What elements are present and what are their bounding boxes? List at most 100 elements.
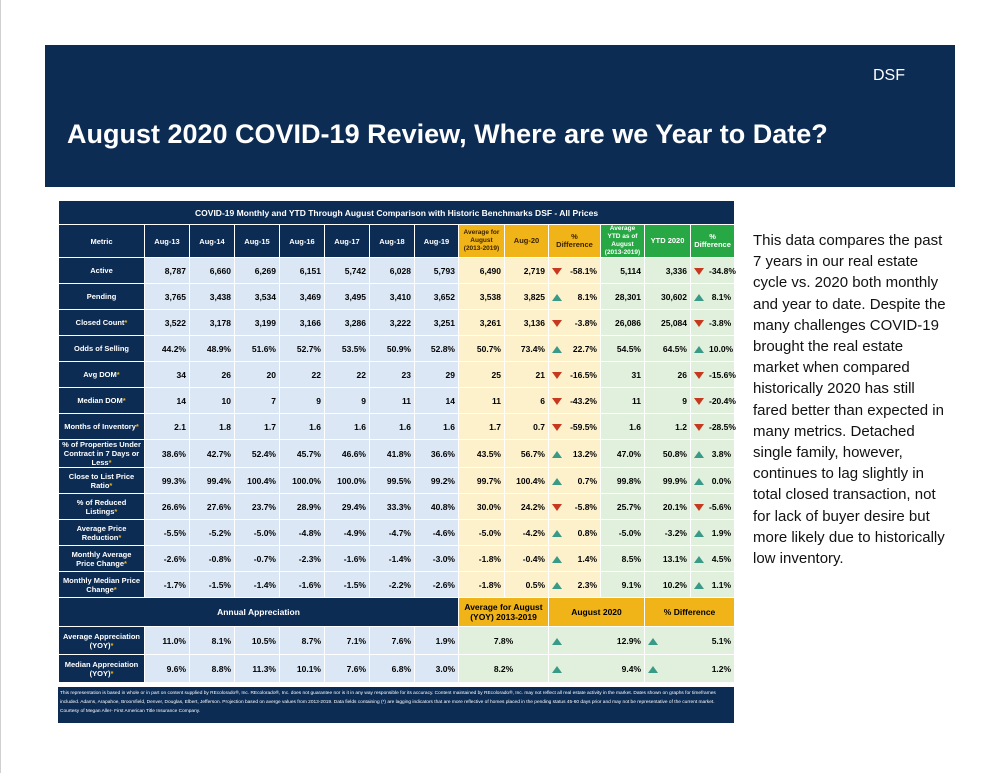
difference-value: 10.0% — [709, 343, 734, 354]
pct-difference-cell: -43.2% — [548, 387, 601, 414]
historic-value: 40.8% — [414, 493, 459, 520]
historic-value: 52.8% — [414, 335, 459, 362]
appreciation-row: Average Appreciation (YOY)* 11.0% 8.1% 10.5… — [58, 626, 736, 655]
historic-value: 3,522 — [144, 309, 190, 336]
historic-value: 3,495 — [324, 283, 370, 310]
historic-appreciation: 6.8% — [369, 654, 415, 683]
difference-value: 2.3% — [577, 579, 597, 590]
historic-value: 8,787 — [144, 257, 190, 284]
difference-value: 1.2% — [711, 663, 732, 674]
historic-value: 6,151 — [279, 257, 325, 284]
aug20-value: -0.4% — [504, 545, 549, 572]
avg-august-value: 43.5% — [458, 439, 505, 468]
historic-value: -5.2% — [189, 519, 235, 546]
historic-value: 27.6% — [189, 493, 235, 520]
historic-value: -1.5% — [189, 571, 235, 598]
difference-value: 5.1% — [711, 635, 732, 646]
arrow-up-icon — [694, 530, 704, 537]
arrow-up-icon — [552, 582, 562, 589]
historic-value: 1.8 — [189, 413, 235, 440]
aug20-value: 100.4% — [504, 467, 549, 494]
pct-difference-ytd-cell: -34.8% — [689, 257, 736, 284]
historic-value: 99.3% — [144, 467, 190, 494]
col-aug20: Aug-20 — [504, 224, 549, 258]
difference-value: -58.1% — [570, 265, 597, 276]
arrow-down-icon — [694, 268, 704, 275]
pct-difference-ytd-cell: -3.8% — [689, 309, 736, 336]
page-edge — [0, 0, 1, 773]
avg-august-value: 25 — [458, 361, 505, 388]
difference-value: -59.5% — [570, 421, 597, 432]
historic-value: 48.9% — [189, 335, 235, 362]
historic-value: 51.6% — [234, 335, 280, 362]
aug20-value: 0.5% — [504, 571, 549, 598]
table-row: Avg DOM* 34 26 20 22 22 23 29 25 21 -16.5% 31 26 -15.… — [58, 361, 736, 388]
table-row: Median DOM* 14 10 7 9 9 11 14 11 6 -43.2% 11 9 -20.4% — [58, 387, 736, 414]
metric-name: Median Appreciation (YOY) — [64, 659, 139, 678]
historic-value: 1.6 — [324, 413, 370, 440]
historic-value: -5.0% — [234, 519, 280, 546]
table-row: Active 8,787 6,660 6,269 6,151 5,742 6,028 5,79… — [58, 257, 736, 284]
historic-value: 1.7 — [234, 413, 280, 440]
arrow-down-icon — [694, 320, 704, 327]
avg-august-value: 30.0% — [458, 493, 505, 520]
historic-value: 23 — [369, 361, 415, 388]
arrow-down-icon — [694, 372, 704, 379]
historic-value: -1.6% — [324, 545, 370, 572]
lagging-indicator-star: * — [124, 558, 127, 568]
annual-header-row: Annual Appreciation Average for August (Y… — [58, 597, 736, 627]
avg-ytd-value: 26,086 — [600, 309, 645, 336]
historic-value: 3,166 — [279, 309, 325, 336]
pct-difference-cell: 0.7% — [548, 467, 601, 494]
avg-ytd-value: 28,301 — [600, 283, 645, 310]
col-avg-ytd: Average YTD as of August (2013-2019) — [600, 224, 645, 258]
annual-diff-header: % Difference — [643, 597, 736, 627]
historic-value: -1.4% — [369, 545, 415, 572]
historic-value: 22 — [279, 361, 325, 388]
avg-august-value: 99.7% — [458, 467, 505, 494]
aug20-value: 6 — [504, 387, 549, 414]
historic-appreciation: 7.6% — [369, 626, 415, 655]
pct-difference-ytd-cell: 10.0% — [689, 335, 736, 362]
difference-value: -20.4% — [709, 395, 736, 406]
aug20-value: 0.7 — [504, 413, 549, 440]
arrow-up-icon — [552, 638, 562, 645]
historic-value: 3,410 — [369, 283, 415, 310]
historic-value: -4.9% — [324, 519, 370, 546]
difference-value: -3.8% — [709, 317, 732, 328]
pct-difference-ytd-cell: 4.5% — [689, 545, 736, 572]
avg-ytd-value: 25.7% — [600, 493, 645, 520]
col-aug16: Aug-16 — [279, 224, 325, 258]
metric-label: % of Reduced Listings* — [58, 493, 145, 520]
arrow-down-icon — [552, 372, 562, 379]
historic-value: 3,222 — [369, 309, 415, 336]
metric-name: Average Price Reduction — [76, 523, 127, 542]
historic-value: -1.5% — [324, 571, 370, 598]
pct-difference-ytd-cell: 8.1% — [689, 283, 736, 310]
historic-value: 3,765 — [144, 283, 190, 310]
lagging-indicator-star: * — [110, 668, 114, 678]
aug20-value: 73.4% — [504, 335, 549, 362]
historic-appreciation: 10.1% — [279, 654, 325, 683]
aug20-value: 21 — [504, 361, 549, 388]
historic-value: 5,793 — [414, 257, 459, 284]
arrow-up-icon — [694, 294, 704, 301]
table-row: % of Properties Under Contract in 7 Days… — [58, 439, 736, 468]
historic-appreciation: 8.7% — [279, 626, 325, 655]
metric-name: Monthly Average Price Change — [71, 549, 132, 568]
lagging-indicator-star: * — [108, 458, 112, 467]
arrow-down-icon — [552, 504, 562, 511]
metric-name: % of Properties Under Contract in 7 Days… — [62, 440, 141, 467]
historic-value: 53.5% — [324, 335, 370, 362]
arrow-up-icon — [552, 346, 562, 353]
difference-value: -43.2% — [570, 395, 597, 406]
historic-value: 14 — [144, 387, 190, 414]
pct-difference-ytd-cell: -15.6% — [689, 361, 736, 388]
pct-difference-ytd-cell: 0.0% — [689, 467, 736, 494]
pct-difference-cell: 0.8% — [548, 519, 601, 546]
historic-appreciation: 8.1% — [189, 626, 235, 655]
pct-difference-cell: -16.5% — [548, 361, 601, 388]
historic-value: 36.6% — [414, 439, 459, 468]
historic-appreciation: 1.9% — [414, 626, 459, 655]
historic-value: 3,469 — [279, 283, 325, 310]
